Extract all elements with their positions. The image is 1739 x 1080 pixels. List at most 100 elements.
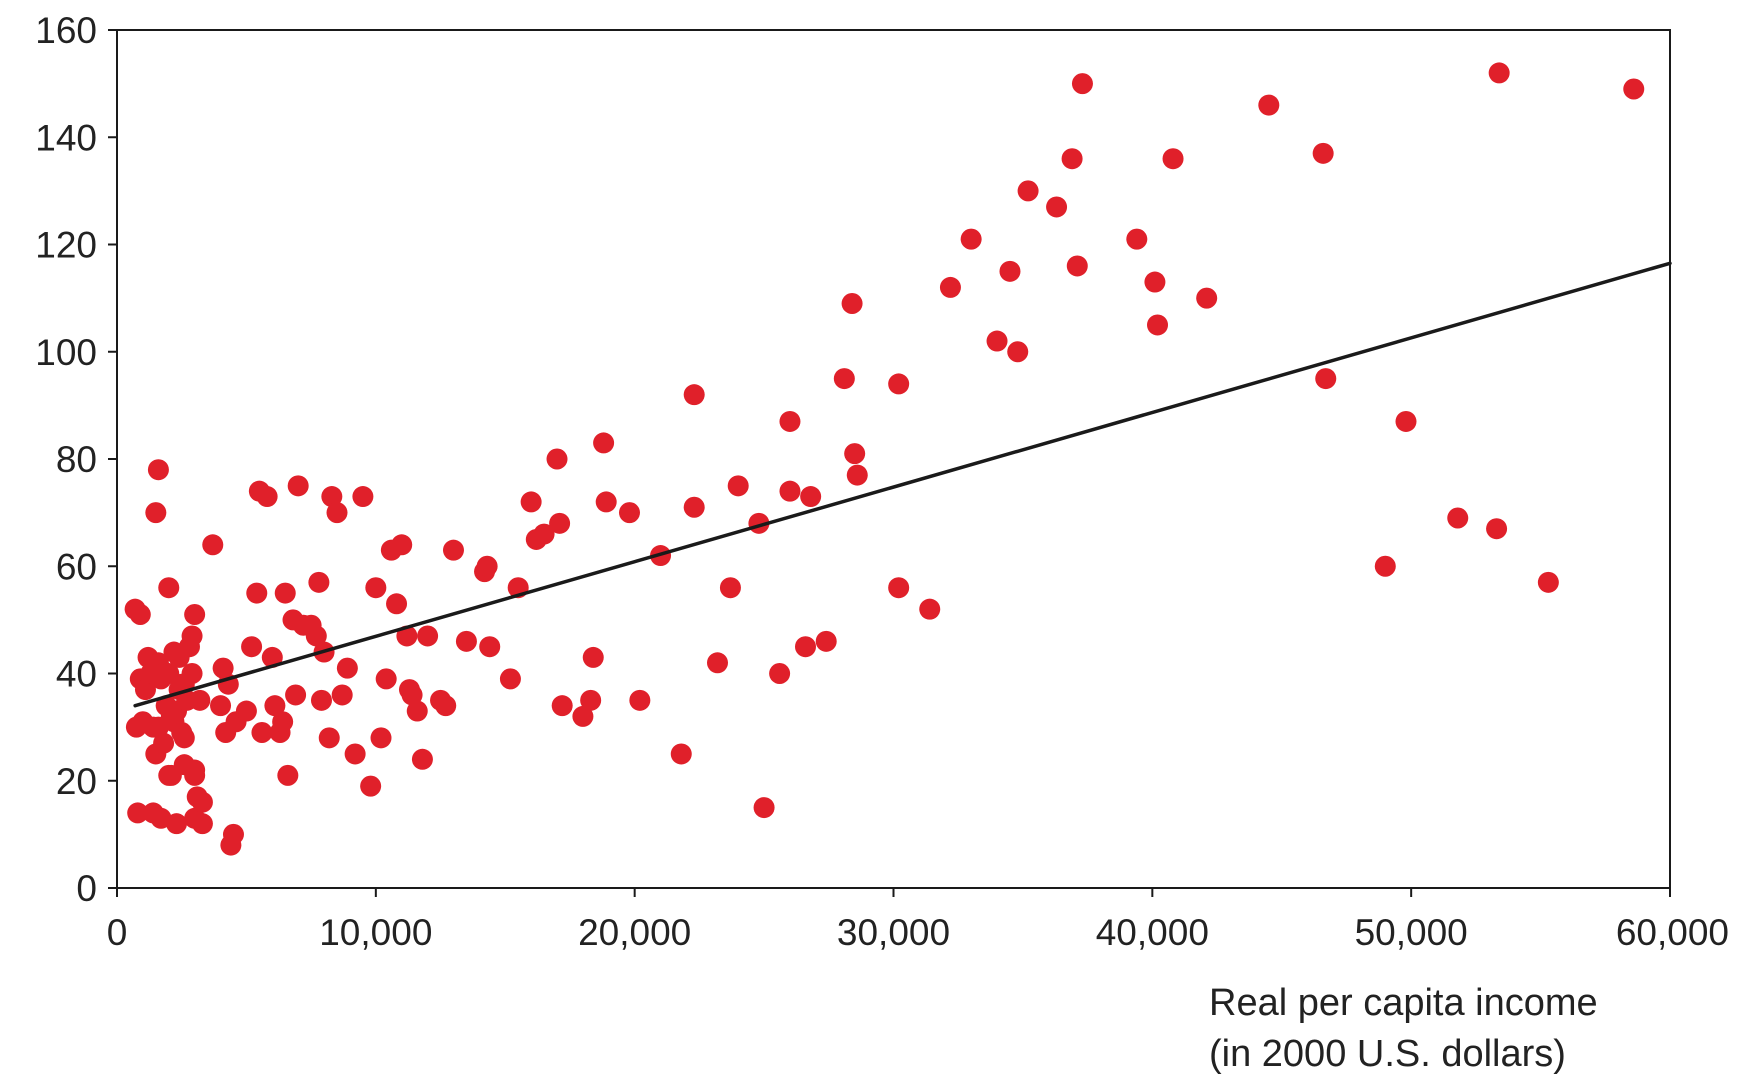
data-point bbox=[256, 486, 278, 508]
data-point bbox=[844, 443, 866, 465]
data-point bbox=[153, 732, 175, 754]
data-point bbox=[264, 695, 286, 717]
data-point bbox=[841, 292, 863, 314]
data-point bbox=[442, 539, 464, 561]
data-point bbox=[1017, 180, 1039, 202]
y-tick-label: 120 bbox=[35, 225, 97, 266]
data-point bbox=[396, 625, 418, 647]
data-point bbox=[1196, 287, 1218, 309]
data-point bbox=[142, 663, 164, 684]
data-point bbox=[210, 695, 232, 717]
x-tick-label: 50,000 bbox=[1355, 912, 1468, 953]
data-point bbox=[546, 448, 568, 470]
data-point bbox=[222, 823, 244, 845]
data-point bbox=[1488, 62, 1510, 84]
data-point bbox=[479, 636, 501, 658]
data-point bbox=[1374, 555, 1396, 577]
data-point bbox=[411, 748, 433, 770]
data-point bbox=[370, 727, 392, 749]
data-point bbox=[1007, 341, 1029, 363]
data-point bbox=[241, 636, 263, 658]
data-points bbox=[124, 62, 1645, 856]
x-tick-label: 60,000 bbox=[1616, 912, 1729, 953]
y-tick-label: 20 bbox=[56, 761, 97, 802]
data-point bbox=[406, 700, 428, 722]
data-point bbox=[455, 630, 477, 652]
data-point bbox=[986, 330, 1008, 352]
data-point bbox=[246, 582, 268, 604]
data-point bbox=[595, 491, 617, 513]
y-tick-label: 140 bbox=[35, 117, 97, 158]
data-point bbox=[794, 636, 816, 658]
data-point bbox=[321, 486, 343, 508]
data-point bbox=[580, 689, 602, 711]
data-point bbox=[1061, 148, 1083, 170]
y-tick-label: 40 bbox=[56, 654, 97, 695]
data-point bbox=[1447, 507, 1469, 529]
y-tick-label: 0 bbox=[76, 868, 97, 909]
data-point bbox=[779, 480, 801, 502]
data-point bbox=[181, 625, 203, 647]
data-point bbox=[212, 657, 234, 679]
x-tick-label: 10,000 bbox=[319, 912, 432, 953]
data-point bbox=[520, 491, 542, 513]
data-point bbox=[800, 486, 822, 508]
data-point bbox=[215, 721, 237, 743]
data-point bbox=[375, 668, 397, 690]
data-point bbox=[129, 604, 151, 626]
plot-border bbox=[116, 29, 1671, 889]
x-tick-label: 0 bbox=[107, 912, 128, 953]
data-point bbox=[706, 652, 728, 674]
data-point bbox=[1046, 196, 1068, 218]
y-tick-label: 80 bbox=[56, 439, 97, 480]
data-point bbox=[533, 523, 555, 545]
data-point bbox=[235, 700, 257, 722]
data-point bbox=[145, 502, 167, 524]
data-point bbox=[150, 807, 172, 829]
data-point bbox=[331, 684, 353, 706]
data-point bbox=[287, 475, 309, 497]
data-point bbox=[939, 276, 961, 298]
data-point bbox=[147, 459, 169, 481]
data-point bbox=[919, 598, 941, 620]
data-point bbox=[1147, 314, 1169, 336]
data-point bbox=[815, 630, 837, 652]
x-axis-label-line-2: (in 2000 U.S. dollars) bbox=[1209, 1033, 1566, 1075]
data-point bbox=[134, 679, 156, 701]
data-point bbox=[1258, 94, 1280, 116]
data-point bbox=[779, 410, 801, 432]
data-point bbox=[618, 502, 640, 524]
data-point bbox=[476, 555, 498, 577]
data-point bbox=[163, 641, 185, 663]
data-point bbox=[1312, 142, 1334, 164]
data-point bbox=[352, 486, 374, 508]
data-point bbox=[189, 689, 211, 711]
data-point bbox=[888, 577, 910, 599]
data-point bbox=[846, 464, 868, 486]
x-axis-ticks: 0 10,000 20,000 30,000 40,000 50,000 60,000 bbox=[107, 888, 1729, 953]
data-point bbox=[435, 695, 457, 717]
data-point bbox=[158, 577, 180, 599]
data-point bbox=[305, 625, 327, 647]
data-point bbox=[360, 775, 382, 797]
x-axis-label: Real per capita income (in 2000 U.S. dol… bbox=[1209, 978, 1729, 1080]
data-point bbox=[683, 384, 705, 406]
data-point bbox=[285, 684, 307, 706]
data-point bbox=[184, 807, 206, 829]
data-point bbox=[365, 577, 387, 599]
data-point bbox=[1071, 73, 1093, 95]
data-point bbox=[344, 743, 366, 765]
x-tick-label: 30,000 bbox=[837, 912, 950, 953]
data-point bbox=[1162, 148, 1184, 170]
data-point bbox=[593, 432, 615, 454]
x-axis-label-line-1: Real per capita income bbox=[1209, 982, 1598, 1024]
data-point bbox=[549, 512, 571, 534]
data-point bbox=[769, 663, 791, 684]
data-point bbox=[181, 663, 203, 684]
data-point bbox=[401, 684, 423, 706]
data-point bbox=[683, 496, 705, 518]
data-point bbox=[1395, 410, 1417, 432]
data-point bbox=[1126, 228, 1148, 250]
data-point bbox=[582, 646, 604, 668]
